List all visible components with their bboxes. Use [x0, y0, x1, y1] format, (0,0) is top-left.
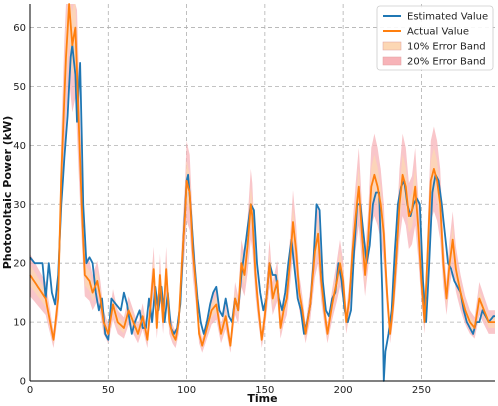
y-tick-label: 50 — [13, 82, 26, 93]
legend-swatch-band10 — [382, 41, 402, 51]
legend: Estimated Value Actual Value 10% Error Ban… — [376, 5, 494, 71]
y-tick-label: 40 — [13, 141, 26, 152]
legend-swatch-band20 — [382, 56, 402, 66]
legend-label-estimated: Estimated Value — [407, 12, 488, 23]
y-tick-label: 10 — [13, 318, 26, 329]
y-tick-label: 20 — [13, 259, 26, 270]
axes — [29, 4, 495, 382]
x-tick-label: 0 — [27, 385, 33, 396]
tick-labels: 0 50 100 150 200 250 0 10 20 30 40 50 60 — [13, 23, 431, 396]
legend-box — [376, 5, 494, 71]
legend-label-band10: 10% Error Band — [407, 42, 486, 53]
x-tick-label: 200 — [334, 385, 353, 396]
y-tick-label: 60 — [13, 23, 26, 34]
actual-value-line — [29, 3, 495, 347]
x-axis-label: Time — [247, 392, 277, 405]
x-tick-label: 100 — [177, 385, 196, 396]
y-tick-label: 0 — [20, 377, 26, 388]
y-axis-label: Photovoltaic Power (kW) — [1, 116, 14, 270]
x-tick-label: 250 — [412, 385, 431, 396]
y-tick-label: 30 — [13, 200, 26, 211]
estimated-value-line — [29, 44, 495, 382]
x-tick-label: 150 — [255, 385, 274, 396]
x-tick-label: 50 — [102, 385, 115, 396]
legend-label-actual: Actual Value — [407, 27, 469, 38]
series-lines — [29, 3, 495, 382]
legend-label-band20: 20% Error Band — [407, 57, 486, 68]
